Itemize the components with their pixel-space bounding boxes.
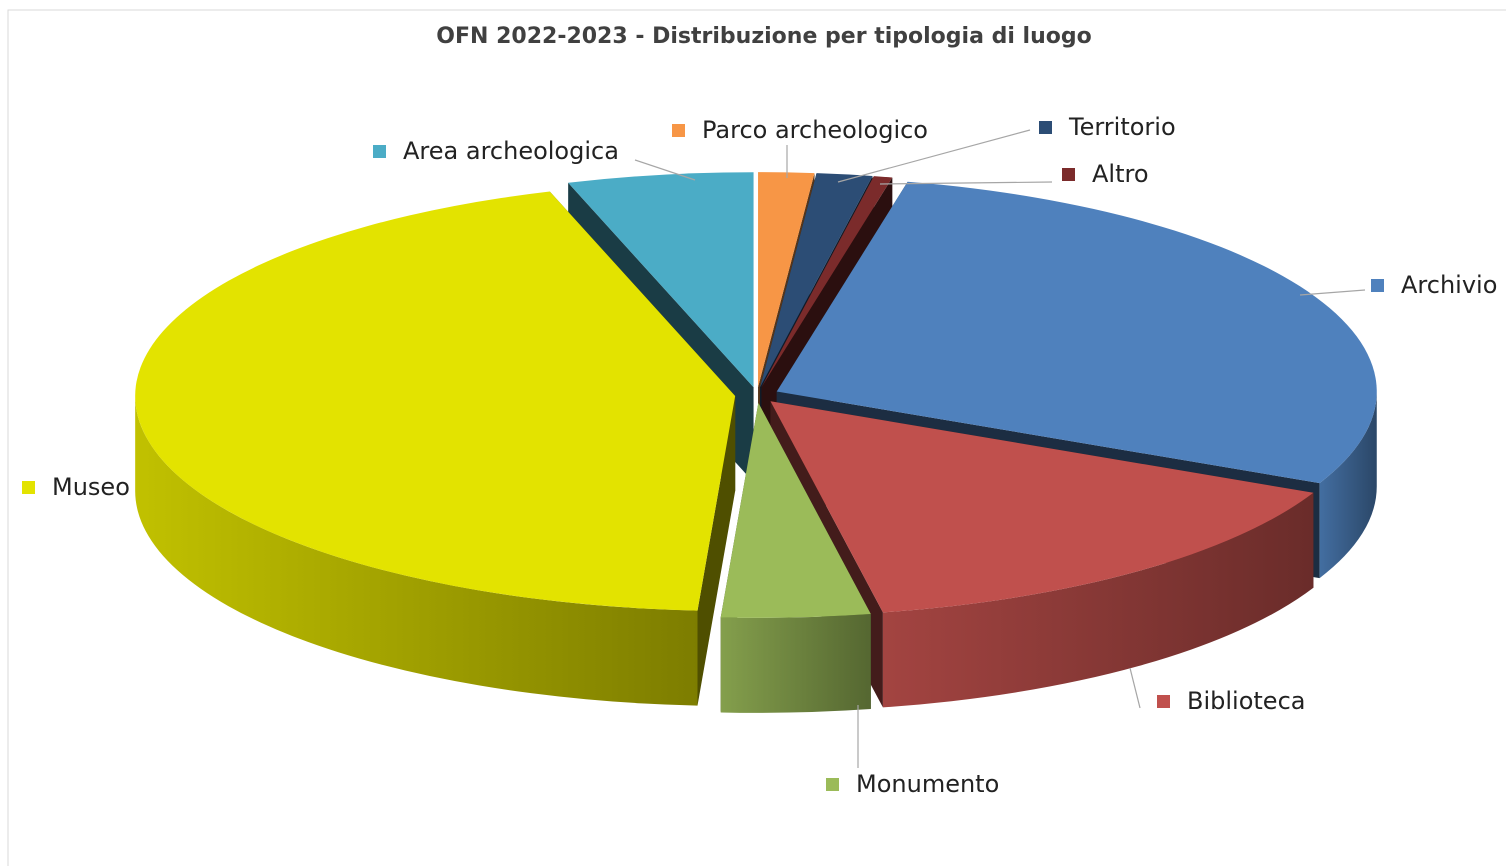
legend-swatch (826, 778, 839, 791)
slice-top (135, 191, 736, 611)
slice-top (770, 401, 1314, 613)
legend-swatch (22, 481, 35, 494)
slice-top (720, 402, 871, 618)
slice (720, 402, 871, 713)
slice-top (760, 173, 873, 388)
legend-swatch (672, 124, 685, 137)
leader-line (837, 129, 1031, 183)
legend-swatch (1062, 168, 1075, 181)
legend-swatch (1039, 121, 1052, 134)
slice (135, 191, 736, 706)
slice-label: Area archeologica (403, 137, 619, 165)
slice-wall (882, 492, 1314, 708)
leader-line (1299, 289, 1366, 296)
slice-label: Museo (52, 473, 130, 501)
leader-line (1129, 667, 1141, 709)
slice-top (568, 172, 754, 388)
slice-label: Altro (1092, 160, 1149, 188)
leader-line (634, 159, 696, 181)
chart-title: OFN 2022-2023 - Distribuzione per tipolo… (436, 24, 1091, 49)
slice-wall (1319, 391, 1377, 579)
slice-label: Monumento (856, 770, 999, 798)
legend-swatch (1157, 695, 1170, 708)
slice-label: Territorio (1068, 113, 1176, 141)
slice-label: Archivio (1401, 271, 1497, 299)
slice-label: Parco archeologico (702, 116, 928, 144)
slice-top (758, 172, 815, 388)
slice-label: Biblioteca (1187, 687, 1305, 715)
slice-top (761, 176, 893, 388)
slice-top (776, 181, 1377, 484)
legend-swatch (1371, 279, 1384, 292)
slice-wall (135, 395, 698, 706)
slice-wall (720, 614, 871, 713)
legend-swatch (373, 145, 386, 158)
leader-line (879, 181, 1053, 185)
